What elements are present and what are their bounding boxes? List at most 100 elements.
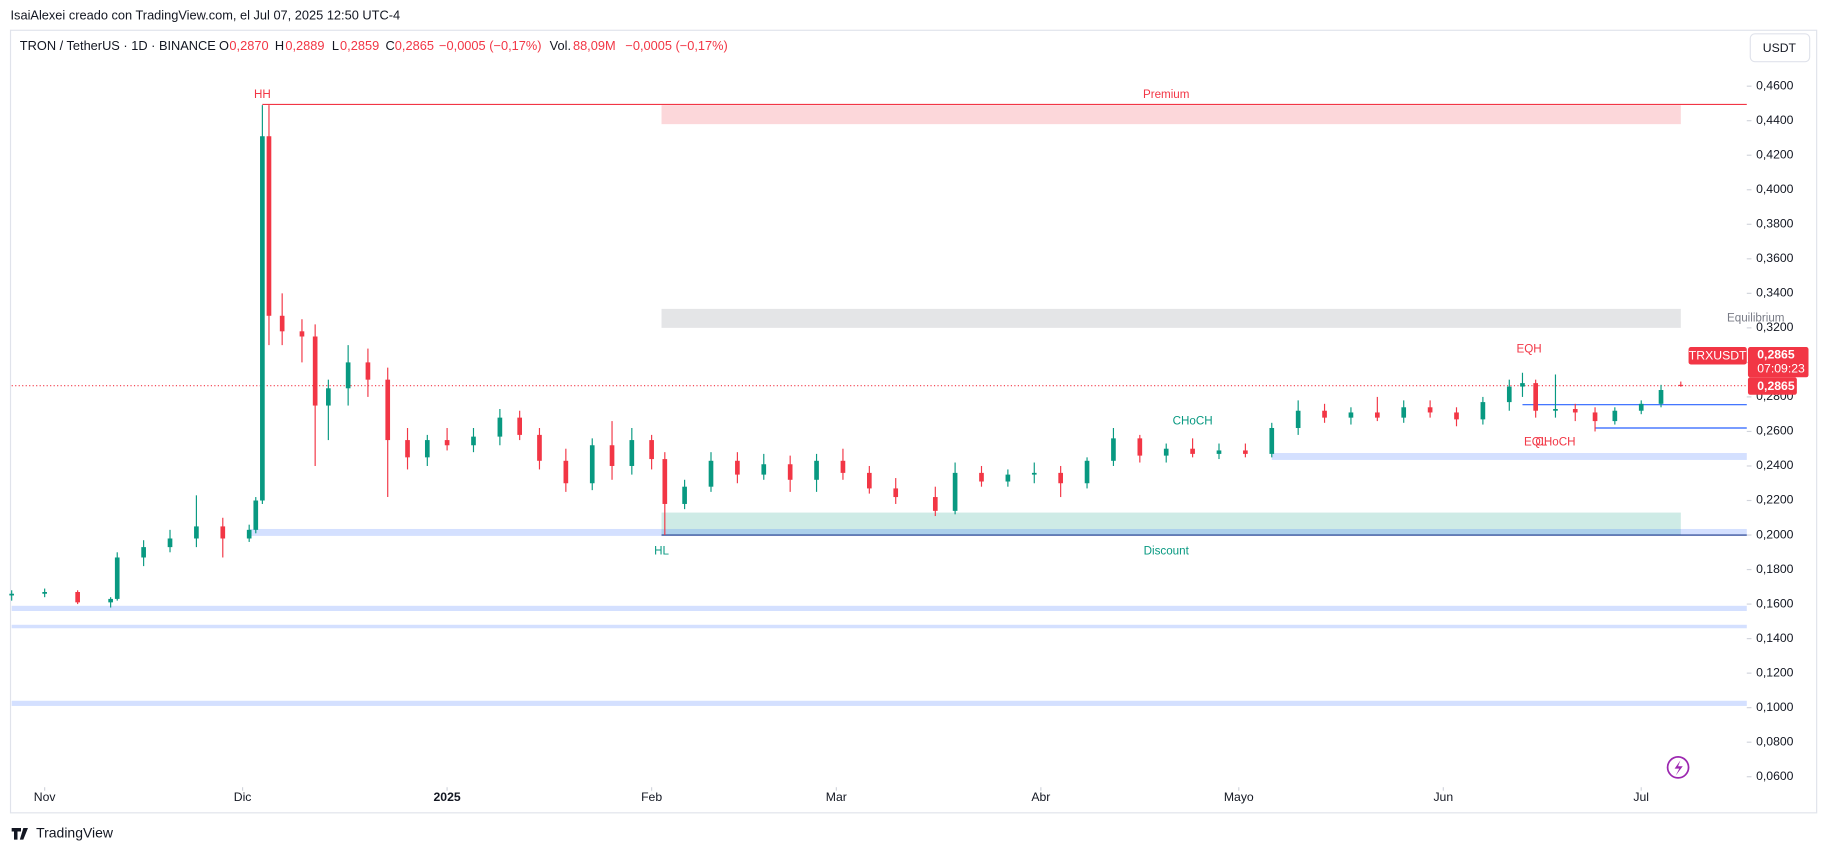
c-label: C <box>385 38 394 53</box>
y-tick-label: 0,1000 <box>1756 700 1794 714</box>
currency[interactable]: USDT <box>1763 41 1797 55</box>
zone <box>11 624 1747 629</box>
candle-body <box>1084 460 1090 484</box>
candle-body <box>1612 410 1618 422</box>
candle-body <box>444 440 450 446</box>
zone <box>11 605 1747 611</box>
annotation: CHoCH <box>1535 436 1575 449</box>
price-tag-text: 0,2865 <box>1757 347 1795 361</box>
o-label: O <box>219 38 229 53</box>
y-tick-label: 0,4600 <box>1756 78 1794 92</box>
candle-body <box>1572 409 1578 413</box>
candle-body <box>1322 410 1327 418</box>
l-label: L <box>332 38 339 53</box>
annotation: Discount <box>1144 545 1190 558</box>
candle-body <box>517 417 523 435</box>
vol-value: 88,09M <box>573 38 616 53</box>
y-tick-label: 0,4000 <box>1756 182 1794 196</box>
candle-body <box>1401 407 1407 418</box>
candle-body <box>497 417 503 437</box>
y-tick-label: 0,0600 <box>1756 769 1794 783</box>
vol-change: −0,0005 (−0,17%) <box>625 38 727 53</box>
y-tick-label: 0,1400 <box>1756 631 1794 645</box>
candle-body <box>563 460 569 484</box>
currency-button[interactable] <box>1749 33 1811 63</box>
candle-body <box>814 460 819 480</box>
candle-body <box>424 440 430 458</box>
candle-body <box>141 547 146 558</box>
legend-line: TRON / TetherUS · 1D · BINANCE O 0,2870 … <box>20 38 728 53</box>
candle-body <box>662 459 668 504</box>
candle-body <box>1243 450 1248 454</box>
candle-body <box>1533 383 1538 411</box>
o-value: 0,2870 <box>229 38 268 53</box>
candle-body <box>279 315 285 332</box>
candle-body <box>42 592 47 594</box>
annotation: Premium <box>1143 88 1190 101</box>
candle-body <box>1348 412 1354 418</box>
y-tick-label: 0,4400 <box>1756 113 1794 127</box>
price-labels: TRXUSDT 0,2865 07:09:23 0,2865 <box>1688 347 1809 395</box>
candle-body <box>108 598 113 603</box>
annotation: HH <box>254 88 271 101</box>
symbol-tag <box>1688 347 1747 365</box>
y-tick-label: 0,1800 <box>1756 562 1794 576</box>
candle-body <box>537 434 542 461</box>
annotation: Equilibrium <box>1727 311 1785 324</box>
candle-body <box>253 500 259 530</box>
x-tick-label: Abr <box>1031 790 1050 804</box>
candle-body <box>220 526 226 539</box>
x-tick-label: Nov <box>34 790 57 804</box>
candle-body <box>708 460 714 487</box>
price-tag-2 <box>1747 377 1797 395</box>
candle-body <box>246 529 252 539</box>
y-tick-label: 0,2200 <box>1756 493 1794 507</box>
candle-body <box>299 331 305 337</box>
y-tick-label: 0,3200 <box>1756 320 1794 334</box>
candle-body <box>1553 409 1558 411</box>
candle-body <box>867 472 872 489</box>
candle-body <box>345 362 351 389</box>
candle-body <box>1480 402 1486 420</box>
candle-body <box>1295 410 1301 428</box>
candle-body <box>649 440 654 460</box>
y-tick-label: 0,4200 <box>1756 147 1794 161</box>
y-tick-label: 0,3800 <box>1756 217 1794 231</box>
candle-body <box>787 464 793 480</box>
candle-body <box>385 379 391 441</box>
vol-label: Vol. <box>550 38 571 53</box>
candle-body <box>326 388 331 406</box>
candle-body <box>682 486 687 504</box>
candle-body <box>1427 407 1433 413</box>
candle-body <box>1269 427 1275 454</box>
symbol-tag-text: TRXUSDT <box>1689 349 1747 363</box>
x-tick-label: 2025 <box>434 790 461 804</box>
zone <box>661 512 1681 536</box>
candle-body <box>1163 448 1169 456</box>
flash-icon[interactable] <box>1666 756 1690 779</box>
x-tick-label: Jun <box>1433 790 1453 804</box>
candle-body <box>167 538 173 548</box>
candle-body <box>194 526 199 539</box>
candle-body <box>114 557 120 599</box>
y-tick-label: 0,1200 <box>1756 665 1794 679</box>
candle-body <box>735 460 740 475</box>
y-tick-label: 0,2600 <box>1756 424 1794 438</box>
h-value: 0,2889 <box>285 38 324 53</box>
candle-body <box>629 440 635 466</box>
flash-glyph <box>1674 760 1683 776</box>
c-value: 0,2865 <box>395 38 434 53</box>
annotation: CHoCH <box>1173 415 1213 428</box>
annotation: EQL <box>1524 436 1548 449</box>
annotation: HL <box>654 545 669 558</box>
plot: 0,0600 0,0800 0,1000 0,1200 0,1400 0,1600 0,18… <box>9 78 1794 804</box>
candle-body <box>1031 472 1037 475</box>
candle-body <box>1005 474 1011 482</box>
candle-body <box>979 472 984 482</box>
zone <box>249 528 1747 536</box>
candle-body <box>1506 386 1512 403</box>
candle-body <box>1190 448 1195 454</box>
y-tick-label: 0,0800 <box>1756 734 1794 748</box>
x-tick-label: Dic <box>234 790 252 804</box>
